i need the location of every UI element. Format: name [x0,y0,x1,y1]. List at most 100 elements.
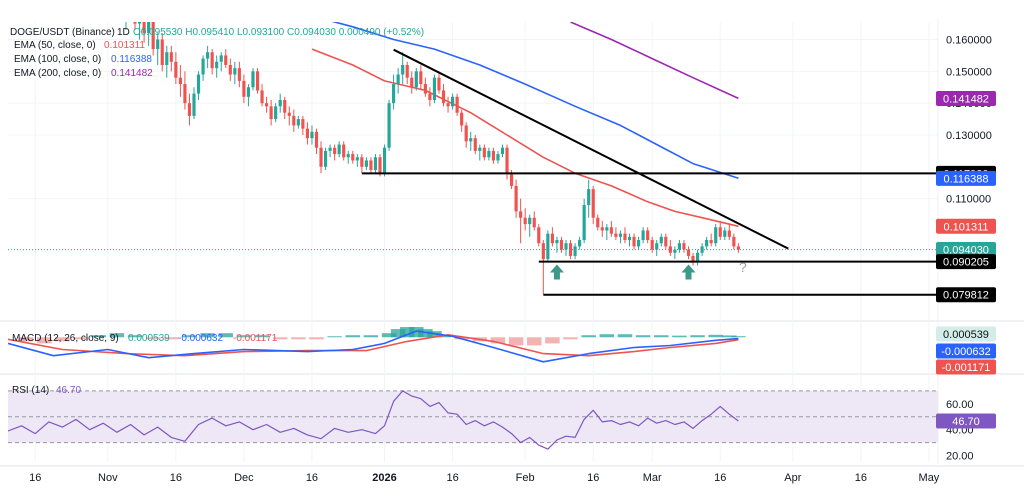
macd-histogram-bar [363,335,379,338]
candle-body [446,103,450,107]
macd-badge-0-bg [936,326,996,342]
candle-body [705,240,709,247]
candle-body [174,61,178,78]
price-badge-4: 0.094030 [936,241,996,257]
candle-body [664,236,668,247]
candle-body [673,249,677,253]
macd-histogram-bar [409,327,424,338]
candle-body [559,240,564,250]
candle-body [219,55,223,62]
rsi-badge: 46.70 [936,413,996,429]
candle-body [233,68,237,75]
candle-body [700,246,704,253]
header-ohlc: O0.095530 H0.095410 L0.093100 C0.094030 … [133,27,424,38]
candle-body [351,154,355,161]
rsi-tick-label: 60.00 [946,399,974,411]
macd-histogram-bar [91,335,106,338]
candle-body [541,243,545,260]
macd-histogram-bar [272,337,288,340]
up-arrow-icon [681,264,696,280]
candle-body [582,205,586,241]
candle-body [160,39,164,65]
macd-histogram-bar [254,335,270,338]
legend-ema50-name: EMA (50, close, 0) [14,40,96,51]
macd-histogram-bar [708,334,723,338]
time-tick-label: Apr [784,472,801,484]
candle-body [264,103,269,107]
candle-body [450,96,455,107]
candle-body [682,243,686,250]
time-tick-label: 16 [446,472,458,484]
rsi-badge-bg [936,413,996,429]
candle-body [591,189,595,218]
macd-histogram-bar [490,337,506,344]
macd-badge-0-text: 0.000539 [943,329,989,341]
macd-histogram-bar [18,337,34,342]
candle-body [401,64,405,75]
candle-body [287,112,291,116]
candle-body [736,246,740,250]
candle-body [491,150,496,161]
candle-body [600,227,604,231]
candle-body [627,236,632,241]
macd-badge-1: -0.000632 [936,343,996,359]
macd-signal-line [8,333,739,357]
price-tick-label: 0.110000 [946,194,991,206]
candle-body [496,154,500,161]
candle-body [587,189,591,206]
question-mark: ? [739,259,747,275]
candle-body [206,52,210,59]
candle-body [373,157,378,170]
candle-body [723,230,727,237]
candle-body [255,71,260,91]
candle-body [296,119,300,126]
candle-body [251,71,255,88]
price-badge-6-bg [936,287,996,303]
legend-ema100-name: EMA (100, close, 0) [14,54,101,65]
macd-histogram-bar [236,335,252,338]
candle-body [709,240,713,244]
legend-ema50-value: 0.101311 [104,40,145,51]
candle-body [137,22,142,24]
candle-body [469,138,473,142]
candle-body [310,131,314,139]
ema100-line [331,22,739,180]
macd-histogram-bar [731,336,746,338]
macd-histogram-bar [164,337,179,340]
price-badge-3-text: 0.101311 [943,221,988,233]
candle-body [274,106,278,120]
macd-histogram-bar [526,337,542,346]
price-tick-label: 0.160000 [946,35,992,47]
candle-body [596,217,600,228]
candle-body [614,233,618,237]
macd-value-hist: 0.000539 [128,333,170,344]
candle-body [432,77,437,100]
macd-histogram-bar [200,333,215,338]
candle-body [278,99,282,107]
candle-body [519,211,523,218]
candle-body [319,147,323,167]
price-badge-3: 0.101311 [936,218,996,234]
price-tick-label: 0.150000 [946,66,992,78]
candle-body [414,71,418,88]
price-badge-3-bg [936,218,996,234]
macd-badge-2-text: -0.001171 [942,362,991,374]
macd-histogram-bar [381,333,397,338]
macd-histogram-bar [390,329,406,338]
candle-body [355,157,359,161]
macd-line [8,330,739,363]
candle-body [369,160,373,170]
candle-body [532,217,536,228]
candle-body [473,138,477,151]
candle-body [237,68,241,81]
price-badge-5-bg [936,254,996,270]
price-badge-5: 0.090205 [936,254,996,270]
price-badge-0-text: 0.141482 [943,93,989,105]
legend-ema200-value: 0.141482 [111,68,153,79]
candle-body [178,77,182,85]
candle-body [727,230,731,237]
candle-body [360,157,364,167]
candle-body [396,74,400,85]
candle-body [641,230,645,241]
